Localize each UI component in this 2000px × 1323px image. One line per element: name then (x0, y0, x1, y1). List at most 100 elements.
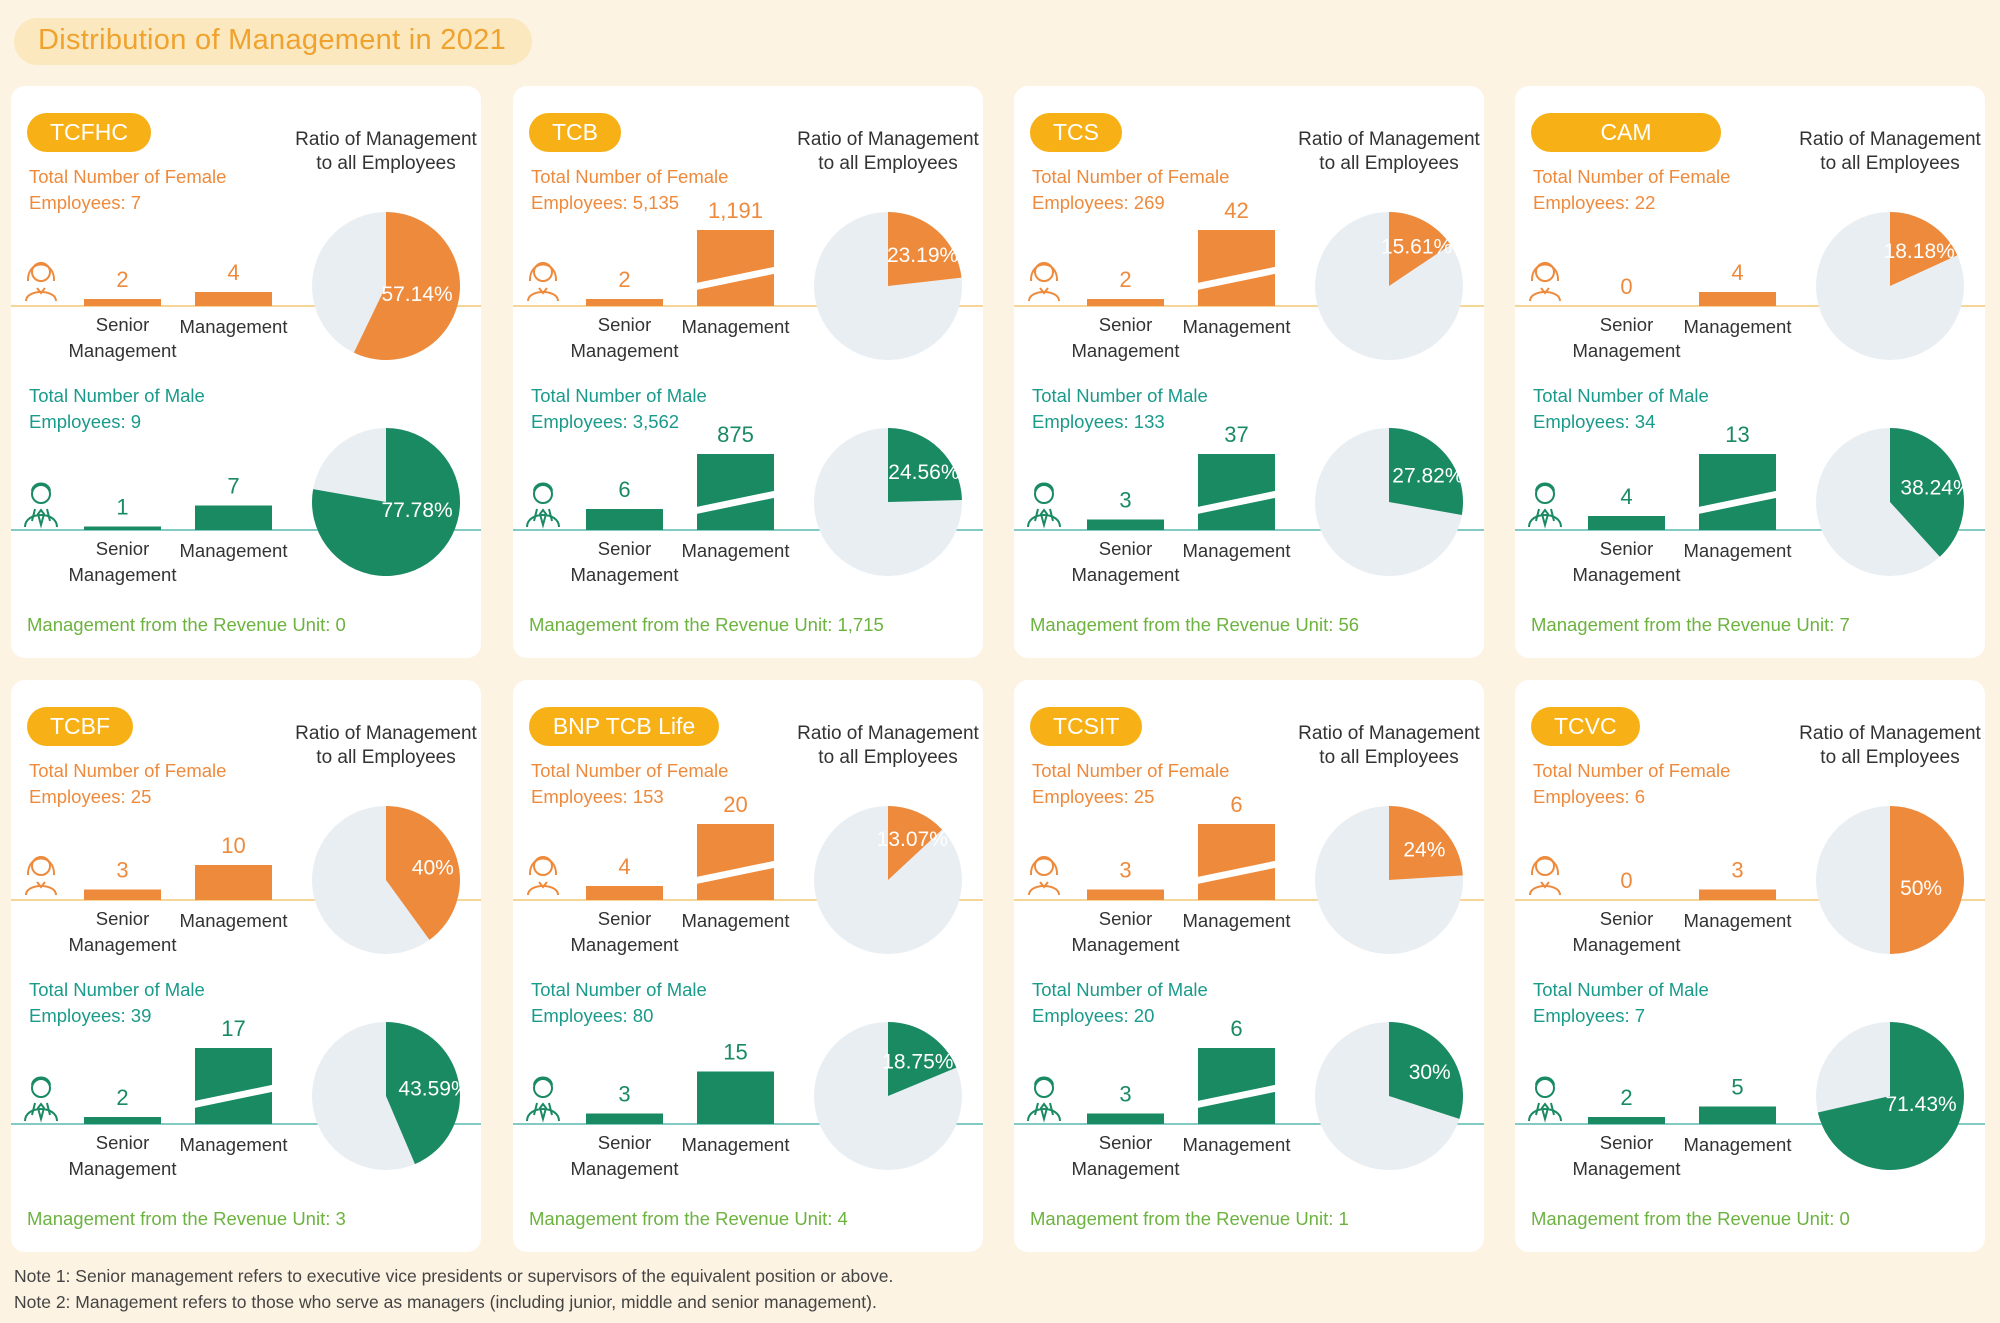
bar-management (697, 230, 774, 306)
pie-ratio-slice (1890, 428, 1964, 557)
category-label-senior: Senior Management (1072, 908, 1180, 955)
bar-senior (586, 299, 663, 306)
bar-senior (84, 526, 161, 530)
category-label-senior: Senior Management (571, 314, 679, 361)
bar-label-senior: 2 (618, 267, 630, 292)
pie-percent-label: 43.59% (398, 1077, 469, 1100)
pie-percent-label: 57.14% (381, 283, 452, 306)
pie-ratio-slice (386, 1022, 460, 1165)
bar-senior (84, 889, 161, 900)
pie-ratio-slice (1890, 806, 1964, 954)
bar-management (1699, 454, 1776, 530)
bar-label-management: 13 (1725, 422, 1749, 447)
bar-label-senior: 2 (1620, 1085, 1632, 1110)
footnotes: Note 1: Senior management refers to exec… (14, 1263, 893, 1315)
male-total-label: Total Number of Male Employees: 20 (1032, 979, 1208, 1026)
bar-label-senior: 2 (116, 1085, 128, 1110)
axis-break-mark (1196, 490, 1277, 515)
bar-label-management: 17 (221, 1016, 245, 1041)
bar-label-management: 15 (723, 1040, 747, 1065)
pie-percent-label: 27.82% (1392, 464, 1463, 487)
bar-label-management: 42 (1224, 198, 1248, 223)
male-total-label: Total Number of Male Employees: 34 (1533, 385, 1709, 432)
bar-management (195, 865, 272, 900)
bar-management (1699, 292, 1776, 306)
bar-senior (586, 886, 663, 900)
male-person-icon (1528, 482, 1562, 529)
bar-management (697, 1071, 774, 1124)
category-label-management: Management (1684, 316, 1792, 337)
bar-label-senior: 3 (116, 858, 128, 883)
bar-senior (84, 1117, 161, 1124)
company-card-tcsit: TCSIT Ratio of Management to all Employees… (1014, 680, 1484, 1252)
bar-label-management: 1,191 (708, 198, 763, 223)
bar-management (1198, 454, 1275, 530)
company-name-pill: TCFHC (27, 113, 151, 152)
company-name-pill: CAM (1531, 113, 1721, 152)
pie-ratio-slice (386, 806, 460, 940)
footnote-1: Note 1: Senior management refers to exec… (14, 1266, 894, 1286)
male-person-icon (526, 482, 560, 529)
ratio-heading: Ratio of Management to all Employees (797, 723, 979, 768)
category-label-senior: Senior Management (1573, 908, 1681, 955)
female-person-icon (25, 262, 57, 302)
category-label-management: Management (1684, 910, 1792, 931)
revenue-unit-label: Management from the Revenue Unit: 56 (1030, 614, 1360, 635)
pie-percent-label: 24.56% (888, 461, 959, 484)
revenue-unit-label: Management from the Revenue Unit: 4 (529, 1208, 848, 1229)
male-total-label: Total Number of Male Employees: 39 (29, 979, 205, 1026)
bar-label-senior: 4 (618, 854, 630, 879)
bar-management (1198, 1048, 1275, 1124)
pie-percent-label: 71.43% (1885, 1093, 1956, 1116)
category-label-management: Management (682, 316, 790, 337)
male-total-label: Total Number of Male Employees: 9 (29, 385, 205, 432)
male-person-icon (24, 1076, 58, 1123)
bar-label-senior: 3 (1119, 858, 1131, 883)
bar-label-management: 37 (1224, 422, 1248, 447)
pie-ratio-slice (1389, 1022, 1463, 1119)
bar-label-management: 5 (1731, 1075, 1743, 1100)
female-person-icon (25, 856, 57, 896)
female-total-label: Total Number of Female Employees: 25 (1032, 760, 1230, 807)
bar-label-management: 875 (717, 422, 754, 447)
category-label-senior: Senior Management (1573, 538, 1681, 585)
ratio-heading: Ratio of Management to all Employees (1298, 723, 1480, 768)
category-label-management: Management (682, 1134, 790, 1155)
bar-senior (1087, 519, 1164, 530)
female-person-icon (1529, 856, 1561, 896)
ratio-heading: Ratio of Management to all Employees (295, 129, 477, 174)
company-card-tcvc: TCVC Ratio of Management to all Employees T… (1515, 680, 1985, 1252)
pie-percent-label: 30% (1409, 1061, 1451, 1084)
pie-ratio-slice (1890, 212, 1958, 286)
category-label-senior: Senior Management (1573, 314, 1681, 361)
axis-break-mark (193, 1084, 274, 1109)
category-label-management: Management (682, 910, 790, 931)
category-label-senior: Senior Management (69, 908, 177, 955)
pie-ratio-slice (1817, 1022, 1964, 1170)
category-label-senior: Senior Management (1072, 314, 1180, 361)
pie-ratio-slice (353, 212, 461, 360)
category-label-senior: Senior Management (1573, 1132, 1681, 1179)
category-label-management: Management (180, 1134, 288, 1155)
female-total-label: Total Number of Female Employees: 269 (1032, 166, 1230, 213)
bar-label-management: 20 (723, 792, 747, 817)
page-title: Distribution of Management in 2021 (14, 18, 533, 65)
female-person-icon (527, 856, 559, 896)
category-label-senior: Senior Management (69, 538, 177, 585)
female-person-icon (527, 262, 559, 302)
pie-ratio-slice (888, 806, 943, 880)
revenue-unit-label: Management from the Revenue Unit: 0 (1531, 1208, 1850, 1229)
pie-ratio-slice (1389, 428, 1463, 516)
bar-label-senior: 3 (618, 1082, 630, 1107)
pie-percent-label: 38.24% (1900, 477, 1971, 500)
category-label-management: Management (1684, 1134, 1792, 1155)
pie-percent-label: 77.78% (381, 499, 452, 522)
pie-percent-label: 15.61% (1381, 236, 1452, 259)
male-total-label: Total Number of Male Employees: 133 (1032, 385, 1208, 432)
bar-senior (1087, 889, 1164, 900)
bar-label-senior: 3 (1119, 1082, 1131, 1107)
